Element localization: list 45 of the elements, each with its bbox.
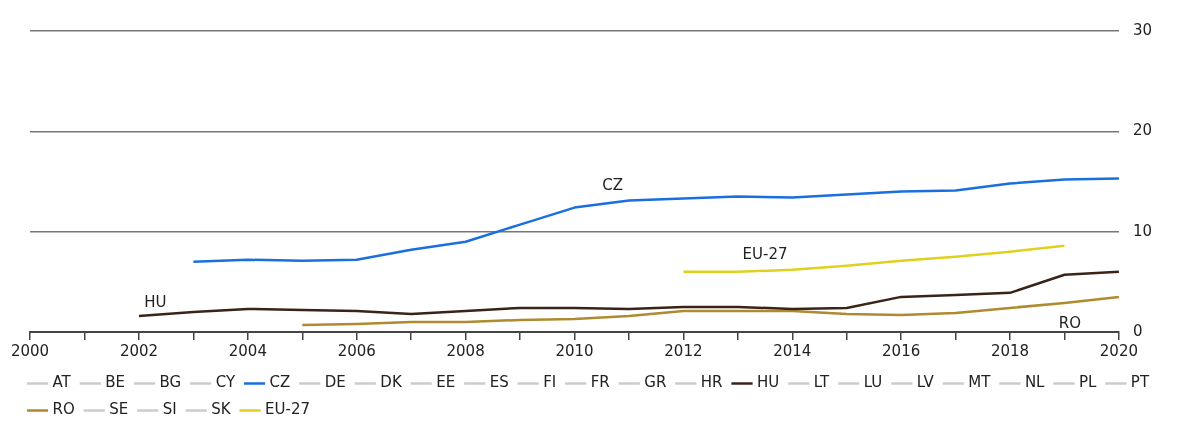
y-tick-label: 10 [1132, 221, 1153, 240]
legend-label: HR [700, 373, 723, 392]
x-tick-label: 2002 [119, 341, 159, 360]
legend-label: LT [813, 373, 831, 392]
x-tick-label: 2006 [337, 341, 376, 360]
legend-label: AT [52, 373, 72, 392]
legend-label: BG [159, 373, 182, 392]
x-tick-label: 2008 [446, 341, 485, 360]
legend-label: PT [1130, 373, 1150, 392]
x-tick-label: 2000 [10, 341, 50, 360]
y-tick-label: 30 [1132, 20, 1153, 39]
x-tick-label: 2018 [990, 341, 1030, 360]
legend-label: EE [436, 373, 456, 392]
annotation: CZ [602, 175, 623, 194]
legend-label: GR [644, 373, 667, 392]
legend-label: EU-27 [265, 400, 310, 419]
legend-label: SE [109, 400, 129, 419]
x-tick-label: 2020 [1099, 341, 1139, 360]
legend-label: BE [105, 373, 126, 392]
annotation: RO [1058, 314, 1082, 333]
legend-label: PL [1078, 373, 1098, 392]
legend-label: NL [1024, 373, 1046, 392]
legend-label: CZ [269, 373, 291, 392]
legend-label: CY [215, 373, 236, 392]
legend-label: FI [543, 373, 557, 392]
annotation: EU-27 [742, 245, 788, 264]
x-tick-label: 2004 [228, 341, 267, 360]
legend-label: ES [489, 373, 509, 392]
legend-label: FR [590, 373, 610, 392]
legend-label: SI [162, 400, 177, 419]
legend-label: HU [757, 373, 780, 392]
x-tick-label: 2016 [882, 341, 921, 360]
annotation: HU [144, 293, 167, 312]
x-tick-label: 2010 [555, 341, 594, 360]
legend-label: DK [380, 373, 403, 392]
legend-label: LU [863, 373, 883, 392]
y-tick-label: 0 [1132, 321, 1143, 340]
legend-label: MT [968, 373, 992, 392]
legend-label: LV [916, 373, 935, 392]
legend-label: RO [52, 400, 75, 419]
legend-label: SK [211, 400, 232, 419]
y-tick-label: 20 [1132, 121, 1153, 140]
x-tick-label: 2012 [664, 341, 703, 360]
x-tick-label: 2014 [773, 341, 812, 360]
legend-label: DE [324, 373, 346, 392]
